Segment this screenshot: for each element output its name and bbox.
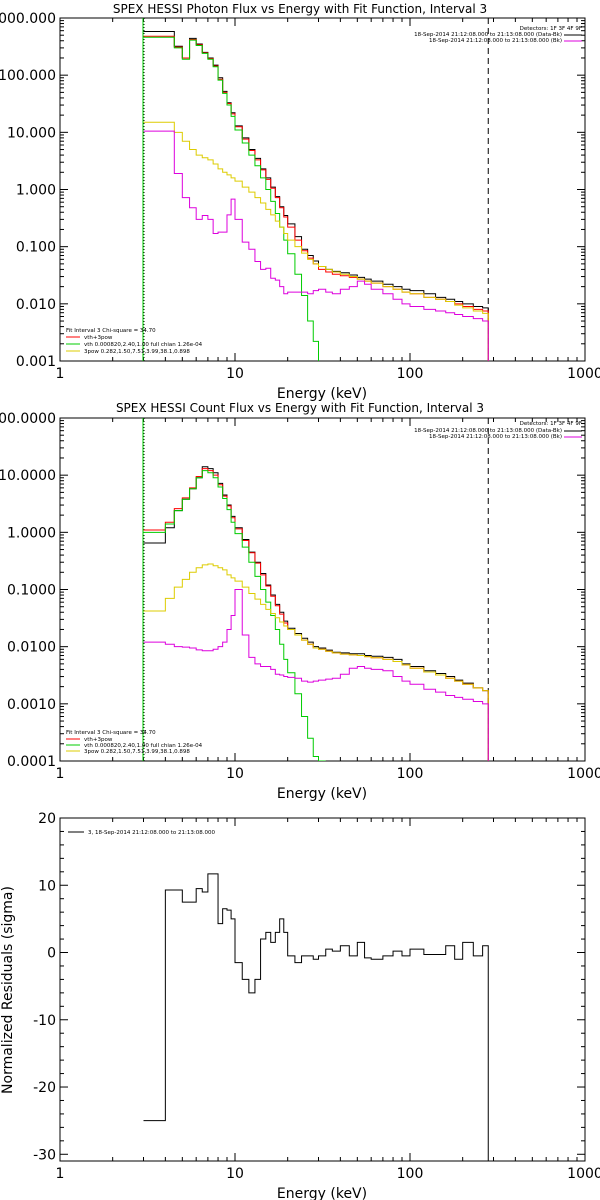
residuals-ylabel: Normalized Residuals (sigma) [0,886,16,1094]
photon-flux-series-3-line [143,121,489,361]
count-flux-y-tick-label: 10.0000 [0,468,56,484]
count-flux-x-tick-label: 10 [226,766,244,782]
count-flux-y-tick-label: 1.0000 [7,525,56,541]
photon-flux-ticks: 1 10 100 1000 0.001 0.010 0.100 1.000 10.000 100.… [0,11,600,382]
residuals-x-tick-label: 1000 [567,1166,600,1182]
photon-flux-y-tick-label: 1000.000 [0,11,56,27]
residuals-axes-frame [59,817,586,1162]
photon-flux-detectors: Detectors: 1F 3F 4F 9F [520,26,582,32]
count-flux-fit-legend-1: vth 0.000820,2.40,1.00 full chian 1.26e-… [84,743,203,749]
photon-flux-fit-legend-2: 3pow 0.282,1.50,7.51,3.99,38.1,0.898 [84,349,190,355]
residuals-y-tick-label: -20 [33,1080,56,1096]
count-flux-x-tick-label: 100 [397,766,424,782]
count-flux-fit-legend-0: vth+3pow [84,737,113,743]
count-flux-y-tick-label: 100.0000 [0,411,56,427]
count-flux-y-tick-label: 0.0100 [7,640,56,656]
photon-flux-title: SPEX HESSI Photon Flux vs Energy with Fi… [113,2,487,16]
count-flux-series-2-line [143,470,326,761]
photon-flux-annotations: Detectors: 1F 3F 4F 9F 18-Sep-2014 21:12… [66,26,582,355]
count-flux-fit-legend-2: 3pow 0.282,1.50,7.51,3.99,38.1,0.898 [84,749,190,755]
count-flux-series-0-line [143,466,489,761]
residuals-x-tick-label: 100 [397,1166,424,1182]
count-flux-time-data-bk: 18-Sep-2014 21:12:08.000 to 21:13:08.000… [414,428,562,434]
photon-flux-y-tick-label: 0.100 [16,240,56,256]
photon-flux-marks [142,18,489,361]
photon-flux-y-tick-label: 0.001 [16,354,56,370]
residuals-y-tick-label: 10 [38,878,56,894]
residuals-x-tick-label: 1 [56,1166,65,1182]
residuals-marks [143,873,489,1161]
photon-flux-y-tick-label: 100.000 [0,68,56,84]
residuals-x-tick-label: 10 [226,1166,244,1182]
residuals-panel: 1 10 100 1000 -30 -20 -10 0 10 20 Energy (keV) No… [0,811,600,1200]
count-flux-panel: SPEX HESSI Count Flux vs Energy with Fit… [0,401,600,802]
residuals-legend-label: 3, 18-Sep-2014 21:12:08.000 to 21:13:08.… [88,830,215,836]
count-flux-time-bk: 18-Sep-2014 21:12:08.000 to 21:13:08.000… [429,434,562,440]
count-flux-title: SPEX HESSI Count Flux vs Energy with Fit… [116,401,484,415]
count-flux-x-tick-label: 1000 [567,766,600,782]
photon-flux-time-bk: 18-Sep-2014 21:12:08.000 to 21:13:08.000… [429,38,562,44]
count-flux-y-tick-label: 0.1000 [7,583,56,599]
count-flux-series-3-line [143,563,489,761]
photon-flux-series-4-line [143,130,489,361]
residuals-ticks: 1 10 100 1000 -30 -20 -10 0 10 20 [33,811,600,1182]
residuals-y-tick-label: 0 [47,946,56,962]
photon-flux-x-tick-label: 1 [56,366,65,382]
photon-flux-fit-legend-0: vth+3pow [84,335,113,341]
photon-flux-panel: SPEX HESSI Photon Flux vs Energy with Fi… [0,2,600,402]
photon-flux-x-tick-label: 10 [226,366,244,382]
photon-flux-y-tick-label: 0.010 [16,297,56,313]
residuals-y-tick-label: 20 [38,811,56,827]
photon-flux-y-tick-label: 10.000 [7,125,56,141]
count-flux-ticks: 1 10 100 1000 0.0001 0.0010 0.0100 0.1000 1.0000… [0,411,600,782]
count-flux-y-tick-label: 0.0010 [7,697,56,713]
photon-flux-time-data-bk: 18-Sep-2014 21:12:08.000 to 21:13:08.000… [414,32,562,38]
photon-flux-x-tick-label: 1000 [567,366,600,382]
photon-flux-xlabel: Energy (keV) [277,386,367,402]
residuals-y-tick-label: -10 [33,1013,56,1029]
count-flux-fit-label: Fit Interval 3 Chi-square = 34.70 [66,730,156,736]
count-flux-marks [142,418,489,761]
count-flux-annotations: Detectors: 1F 3F 4F 9F 18-Sep-2014 21:12… [66,421,582,755]
photon-flux-fit-label: Fit Interval 3 Chi-square = 34.70 [66,328,156,334]
photon-flux-series-2-line [143,36,319,361]
count-flux-detectors: Detectors: 1F 3F 4F 9F [520,421,582,427]
residuals-series-0-line [143,873,489,1161]
count-flux-xlabel: Energy (keV) [277,786,367,802]
photon-flux-y-tick-label: 1.000 [16,183,56,199]
residuals-y-tick-label: -30 [33,1147,56,1163]
residuals-xlabel: Energy (keV) [277,1186,367,1200]
count-flux-y-tick-label: 0.0001 [7,754,56,770]
count-flux-series-4-line [143,589,489,761]
photon-flux-x-tick-label: 100 [397,366,424,382]
photon-flux-fit-legend-1: vth 0.000820,2.40,1.00 full chian 1.26e-… [84,342,203,348]
count-flux-x-tick-label: 1 [56,766,65,782]
